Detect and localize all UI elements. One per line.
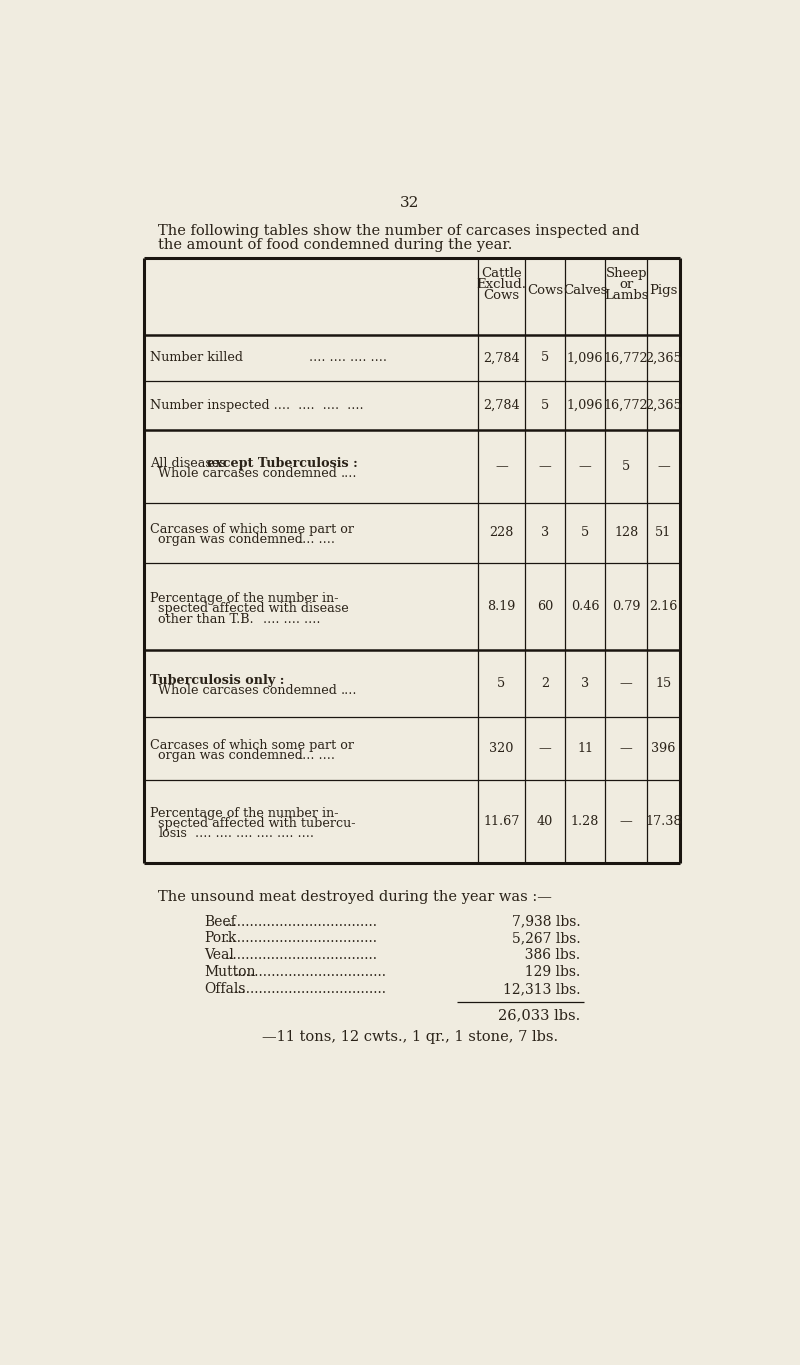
Text: 228: 228: [490, 526, 514, 539]
Text: —: —: [538, 741, 551, 755]
Text: Number killed: Number killed: [150, 351, 243, 364]
Text: 5: 5: [498, 677, 506, 691]
Text: Percentage of the number in-: Percentage of the number in-: [150, 807, 339, 819]
Text: 26,033 lbs.: 26,033 lbs.: [498, 1009, 581, 1022]
Text: Exclud.: Exclud.: [477, 277, 526, 291]
Text: 8.19: 8.19: [487, 601, 516, 613]
Text: 2: 2: [541, 677, 549, 691]
Text: 129 lbs.: 129 lbs.: [516, 965, 581, 979]
Text: ....................................: ....................................: [225, 931, 378, 946]
Text: .... .... ....: .... .... ....: [262, 613, 320, 625]
Text: 3: 3: [581, 677, 590, 691]
Text: The unsound meat destroyed during the year was :—: The unsound meat destroyed during the ye…: [158, 890, 552, 904]
Text: 16,772: 16,772: [604, 399, 649, 412]
Text: 7,938 lbs.: 7,938 lbs.: [512, 915, 581, 928]
Text: 5: 5: [541, 399, 549, 412]
Text: Number inspected ....  ....  ....  ....: Number inspected .... .... .... ....: [150, 399, 364, 412]
Text: except Tuberculosis :: except Tuberculosis :: [207, 457, 358, 470]
Text: Cows: Cows: [526, 284, 563, 296]
Text: Calves: Calves: [563, 284, 607, 296]
Text: 0.46: 0.46: [571, 601, 599, 613]
Text: 11: 11: [577, 741, 593, 755]
Text: Tuberculosis only :: Tuberculosis only :: [150, 674, 285, 687]
Text: .... ....: .... ....: [298, 749, 334, 762]
Text: —: —: [578, 460, 591, 472]
Text: organ was condemned: organ was condemned: [158, 534, 303, 546]
Text: 60: 60: [537, 601, 553, 613]
Text: 32: 32: [400, 197, 420, 210]
Text: losis: losis: [158, 827, 187, 841]
Text: Percentage of the number in-: Percentage of the number in-: [150, 592, 339, 605]
Text: 386 lbs.: 386 lbs.: [516, 949, 581, 962]
Text: Beef: Beef: [205, 915, 236, 928]
Text: 2,365: 2,365: [645, 399, 682, 412]
Text: Pork: Pork: [205, 931, 237, 946]
Text: —: —: [620, 815, 633, 829]
Text: 2,784: 2,784: [483, 399, 520, 412]
Text: The following tables show the number of carcases inspected and: The following tables show the number of …: [158, 224, 640, 238]
Text: or: or: [619, 277, 634, 291]
Text: 320: 320: [490, 741, 514, 755]
Text: Offals: Offals: [205, 983, 246, 996]
Text: organ was condemned: organ was condemned: [158, 749, 303, 762]
Text: Lambs: Lambs: [604, 288, 649, 302]
Text: 2.16: 2.16: [650, 601, 678, 613]
Text: 396: 396: [651, 741, 676, 755]
Text: 1,096: 1,096: [567, 351, 603, 364]
Text: 5,267 lbs.: 5,267 lbs.: [512, 931, 581, 946]
Text: .... ....: .... ....: [298, 534, 334, 546]
Text: .... .... .... ....: .... .... .... ....: [310, 351, 387, 364]
Text: 40: 40: [537, 815, 553, 829]
Text: spected affected with disease: spected affected with disease: [158, 602, 349, 616]
Text: ....................................: ....................................: [234, 965, 386, 979]
Text: 16,772: 16,772: [604, 351, 649, 364]
Text: 11.67: 11.67: [483, 815, 520, 829]
Text: ....................................: ....................................: [225, 915, 378, 928]
Text: 128: 128: [614, 526, 638, 539]
Text: Carcases of which some part or: Carcases of which some part or: [150, 738, 354, 752]
Text: 12,313 lbs.: 12,313 lbs.: [503, 983, 581, 996]
Text: ....: ....: [340, 467, 357, 480]
Text: other than T.B.: other than T.B.: [158, 613, 254, 625]
Text: spected affected with tubercu-: spected affected with tubercu-: [158, 816, 356, 830]
Text: Whole carcases condemned: Whole carcases condemned: [158, 684, 337, 698]
Text: ....................................: ....................................: [234, 983, 386, 996]
Text: Veal: Veal: [205, 949, 234, 962]
Text: ....................................: ....................................: [225, 949, 378, 962]
Text: 1.28: 1.28: [571, 815, 599, 829]
Text: 15: 15: [655, 677, 671, 691]
Text: 1,096: 1,096: [567, 399, 603, 412]
Text: 17.38: 17.38: [645, 815, 682, 829]
Text: .... .... .... .... .... ....: .... .... .... .... .... ....: [194, 827, 314, 841]
Text: —11 tons, 12 cwts., 1 qr., 1 stone, 7 lbs.: —11 tons, 12 cwts., 1 qr., 1 stone, 7 lb…: [262, 1031, 558, 1044]
Text: Whole carcases condemned: Whole carcases condemned: [158, 467, 337, 480]
Text: 2,784: 2,784: [483, 351, 520, 364]
Text: Cows: Cows: [483, 288, 519, 302]
Text: 5: 5: [622, 460, 630, 472]
Text: —: —: [495, 460, 508, 472]
Text: Cattle: Cattle: [481, 268, 522, 280]
Text: —: —: [620, 677, 633, 691]
Text: the amount of food condemned during the year.: the amount of food condemned during the …: [158, 239, 513, 253]
Text: —: —: [620, 741, 633, 755]
Text: Carcases of which some part or: Carcases of which some part or: [150, 523, 354, 536]
Text: 0.79: 0.79: [612, 601, 641, 613]
Text: Pigs: Pigs: [650, 284, 678, 296]
Text: All diseases: All diseases: [150, 457, 230, 470]
Text: 51: 51: [655, 526, 671, 539]
Text: —: —: [657, 460, 670, 472]
Text: 5: 5: [541, 351, 549, 364]
Text: 5: 5: [581, 526, 590, 539]
Text: ....: ....: [340, 684, 357, 698]
Text: Sheep: Sheep: [606, 268, 647, 280]
Text: 3: 3: [541, 526, 549, 539]
Text: —: —: [538, 460, 551, 472]
Text: Mutton: Mutton: [205, 965, 256, 979]
Text: 2,365: 2,365: [645, 351, 682, 364]
